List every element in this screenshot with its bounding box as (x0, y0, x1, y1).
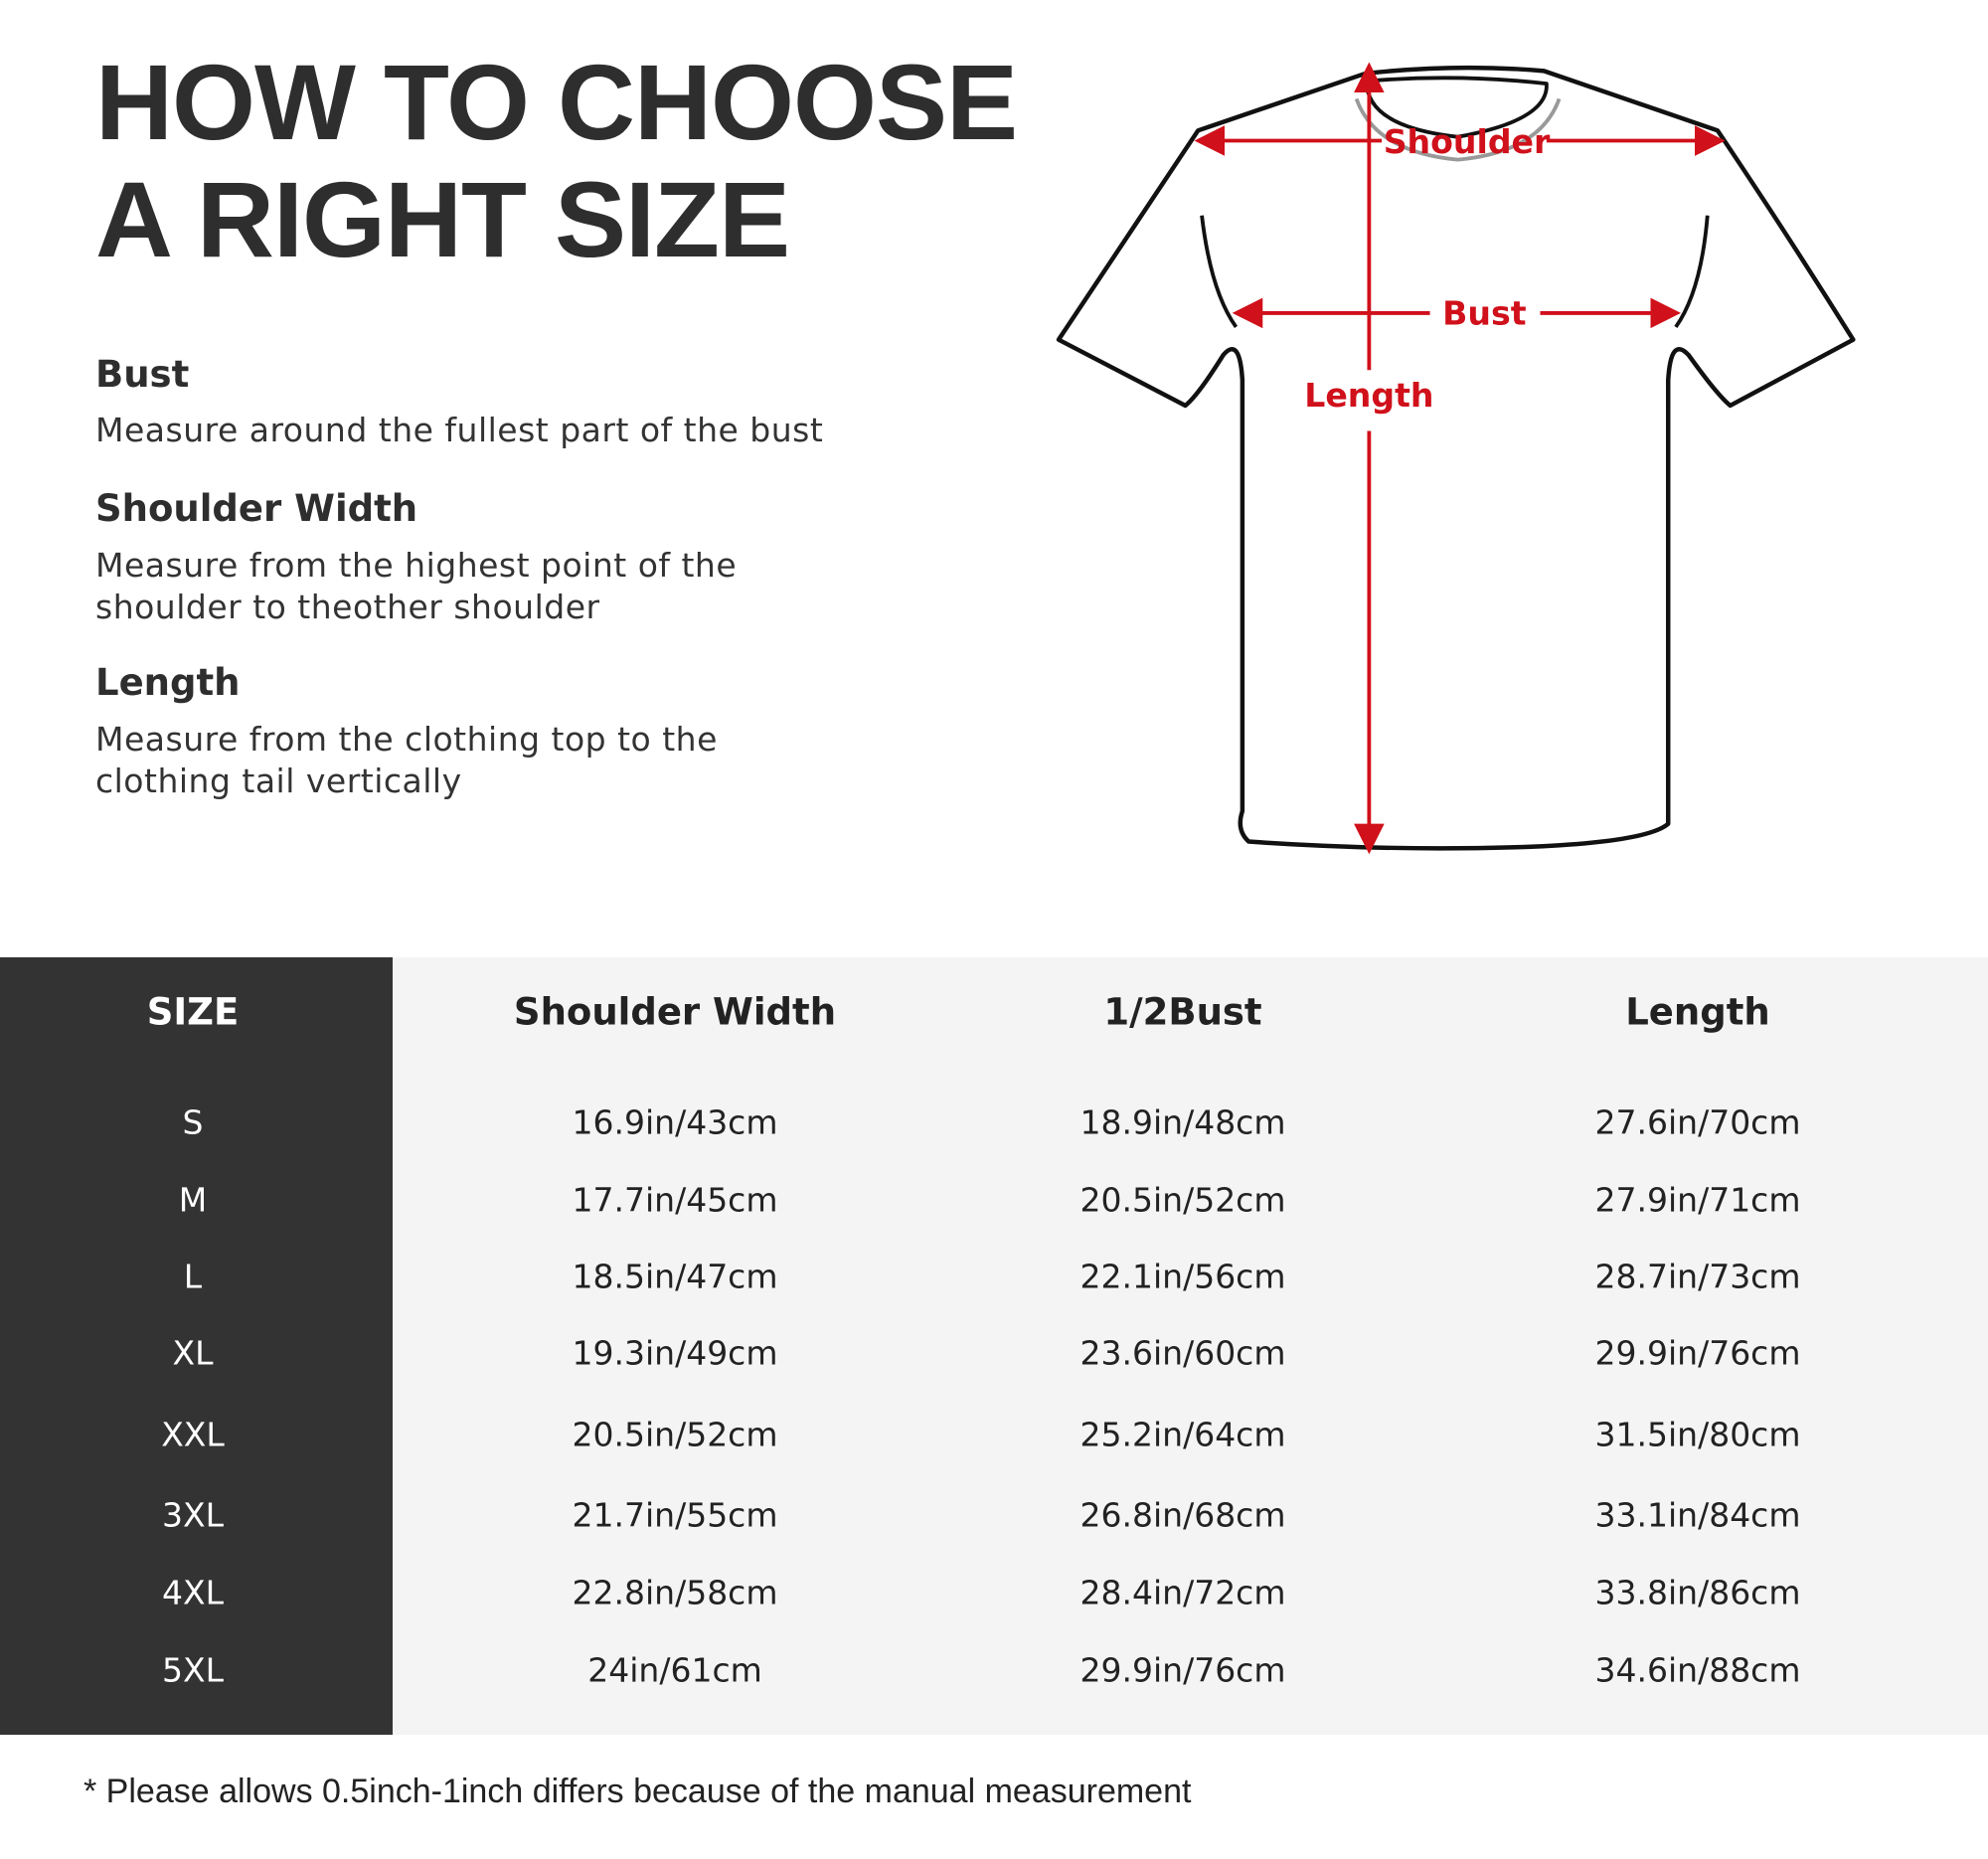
cell-half-bust: 29.9in/76cm (1079, 1650, 1286, 1690)
cell-shoulder-width: 16.9in/43cm (572, 1102, 778, 1142)
page-title: HOW TO CHOOSE A RIGHT SIZE (95, 42, 1018, 279)
shoulder-description: Measure from the highest point of the sh… (95, 545, 737, 628)
measurement-note: * Please allows 0.5inch-1inch differs be… (83, 1773, 1192, 1810)
measure-arrows (1194, 62, 1726, 855)
length-description-line-1: Measure from the clothing top to the (95, 720, 718, 759)
cell-length: 34.6in/88cm (1594, 1650, 1801, 1690)
bust-description: Measure around the fullest part of the b… (95, 411, 824, 449)
cell-shoulder-width: 18.5in/47cm (572, 1257, 778, 1296)
title-line-2: A RIGHT SIZE (95, 159, 790, 279)
cell-size: 3XL (162, 1495, 224, 1535)
shoulder-label: Shoulder (1384, 122, 1551, 161)
cell-size: 5XL (162, 1650, 224, 1690)
cell-length: 28.7in/73cm (1594, 1257, 1801, 1296)
cell-length: 33.8in/86cm (1594, 1573, 1801, 1612)
title-line-1: HOW TO CHOOSE (95, 42, 1018, 162)
cell-size: 4XL (162, 1573, 224, 1612)
header-half-bust: 1/2Bust (1103, 990, 1262, 1034)
length-heading: Length (95, 661, 241, 704)
cell-shoulder-width: 22.8in/58cm (572, 1573, 778, 1612)
size-table: SIZE Shoulder Width 1/2Bust Length S 16.9in/4… (0, 957, 1988, 1735)
shoulder-description-line-1: Measure from the highest point of the (95, 546, 738, 585)
cell-shoulder-width: 24in/61cm (587, 1650, 762, 1690)
cell-shoulder-width: 20.5in/52cm (572, 1415, 778, 1454)
cell-size: XL (172, 1333, 214, 1373)
cell-half-bust: 20.5in/52cm (1079, 1180, 1286, 1220)
length-label: Length (1304, 376, 1433, 415)
tshirt-outline (1056, 65, 1856, 851)
cell-half-bust: 26.8in/68cm (1079, 1495, 1286, 1535)
cell-shoulder-width: 19.3in/49cm (572, 1333, 778, 1373)
bust-label: Bust (1442, 293, 1527, 332)
cell-size: XXL (161, 1415, 225, 1454)
length-description-line-2: clothing tail vertically (95, 761, 462, 800)
header-length: Length (1625, 990, 1770, 1034)
shoulder-heading: Shoulder Width (95, 487, 418, 530)
cell-length: 29.9in/76cm (1594, 1333, 1801, 1373)
cell-size: M (178, 1180, 208, 1220)
shoulder-description-line-2: shoulder to theother shoulder (95, 588, 600, 626)
cell-half-bust: 22.1in/56cm (1079, 1257, 1286, 1296)
cell-shoulder-width: 21.7in/55cm (572, 1495, 778, 1535)
header-size: SIZE (146, 990, 240, 1034)
cell-half-bust: 28.4in/72cm (1079, 1573, 1286, 1612)
tshirt-diagram: Shoulder Bust Length (1056, 62, 1856, 855)
bust-heading: Bust (95, 353, 190, 396)
cell-half-bust: 18.9in/48cm (1079, 1102, 1286, 1142)
cell-size: L (183, 1257, 203, 1296)
cell-half-bust: 25.2in/64cm (1079, 1415, 1286, 1454)
length-description: Measure from the clothing top to the clo… (95, 719, 718, 802)
cell-size: S (182, 1102, 204, 1142)
size-column-background (0, 957, 393, 1735)
cell-length: 27.9in/71cm (1594, 1180, 1801, 1220)
header-shoulder-width: Shoulder Width (513, 990, 837, 1034)
cell-length: 33.1in/84cm (1594, 1495, 1801, 1535)
cell-length: 31.5in/80cm (1594, 1415, 1801, 1454)
cell-half-bust: 23.6in/60cm (1079, 1333, 1286, 1373)
cell-length: 27.6in/70cm (1594, 1102, 1801, 1142)
cell-shoulder-width: 17.7in/45cm (572, 1180, 778, 1220)
